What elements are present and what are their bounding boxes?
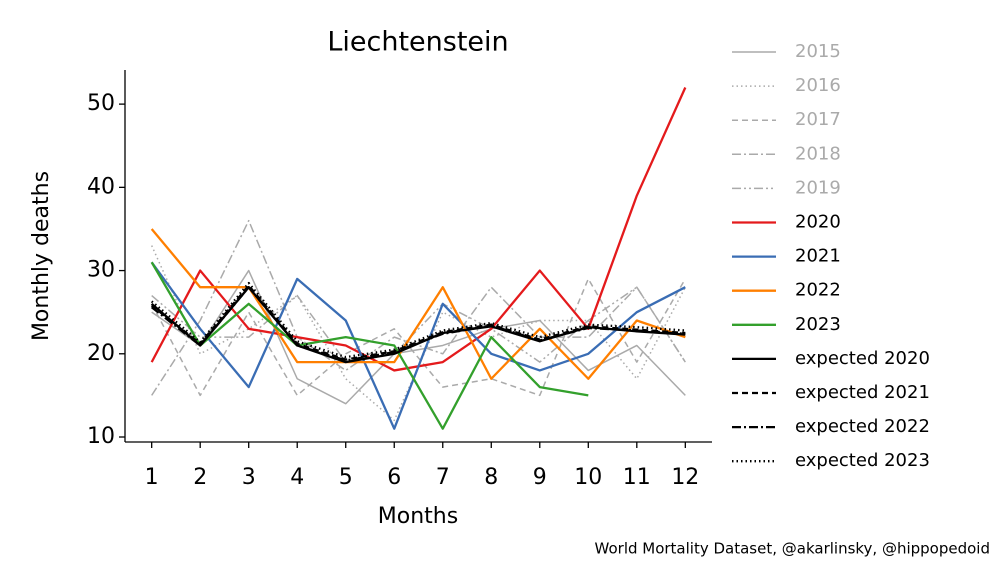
legend-label: 2020 xyxy=(795,212,841,233)
x-tick-label: 9 xyxy=(533,465,547,490)
x-tick-label: 11 xyxy=(623,465,651,490)
legend-label: 2016 xyxy=(795,75,841,96)
legend-label: expected 2021 xyxy=(795,382,930,403)
legend-label: expected 2022 xyxy=(795,416,930,437)
data-line xyxy=(150,228,686,380)
data-line xyxy=(151,278,686,397)
data-line xyxy=(150,281,686,359)
data-line xyxy=(150,286,686,362)
x-tick-label: 4 xyxy=(290,465,304,490)
legend-label: expected 2023 xyxy=(795,450,930,471)
legend-label: expected 2020 xyxy=(795,348,930,369)
legend-label: 2023 xyxy=(795,314,841,335)
x-tick-label: 3 xyxy=(242,465,256,490)
y-tick-label: 40 xyxy=(87,174,115,199)
x-tick-label: 8 xyxy=(484,465,498,490)
chart-title: Liechtenstein xyxy=(327,27,508,58)
data-line xyxy=(151,286,686,363)
legend-label: 2017 xyxy=(795,109,841,130)
data-line xyxy=(151,269,686,405)
x-tick-label: 1 xyxy=(145,465,159,490)
x-tick-label: 6 xyxy=(387,465,401,490)
data-line xyxy=(150,261,686,430)
x-tick-label: 2 xyxy=(193,465,207,490)
y-tick-label: 10 xyxy=(87,424,115,449)
x-tick-label: 10 xyxy=(574,465,602,490)
legend-label: 2018 xyxy=(795,143,841,164)
x-tick-label: 7 xyxy=(436,465,450,490)
data-line xyxy=(150,261,589,430)
x-tick-label: 5 xyxy=(339,465,353,490)
x-axis-label: Months xyxy=(378,504,458,529)
y-axis-label: Monthly deaths xyxy=(29,171,54,341)
source-note: World Mortality Dataset, @akarlinsky, @h… xyxy=(595,540,990,558)
legend-label: 2021 xyxy=(795,246,841,267)
legend-label: 2022 xyxy=(795,280,841,301)
y-tick-label: 50 xyxy=(87,91,115,116)
x-tick-label: 12 xyxy=(671,465,699,490)
data-line xyxy=(150,245,686,422)
y-tick-label: 20 xyxy=(87,341,115,366)
legend-label: 2015 xyxy=(795,41,841,62)
y-tick-label: 30 xyxy=(87,258,115,283)
legend-label: 2019 xyxy=(795,177,841,198)
